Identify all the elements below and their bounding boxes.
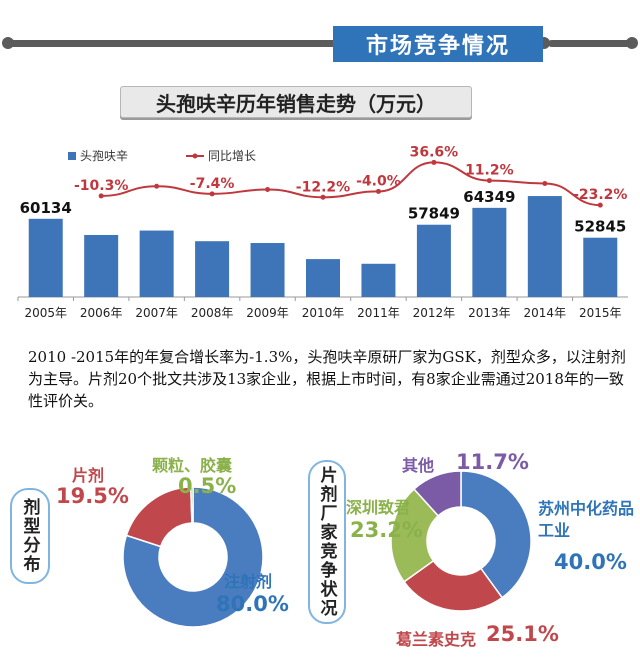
growth-point	[597, 202, 603, 208]
pie2-pct-gsk: 25.1%	[486, 622, 559, 646]
growth-point	[542, 181, 548, 186]
bar	[306, 259, 340, 297]
pie1-label-tablet: 片剂	[72, 466, 105, 485]
donut-slice	[412, 470, 462, 517]
manufacturer-donut	[390, 470, 532, 612]
sales-trend-chart: 头孢呋辛 同比增长 2005年 60134 2006年 2007年 2008年 2009年 20…	[17, 144, 628, 320]
pie2-pct-other: 11.7%	[456, 450, 529, 474]
growth-point	[265, 187, 271, 192]
donut-slice	[190, 486, 194, 524]
growth-data-label: -12.2%	[296, 179, 350, 195]
bar-data-label: 64349	[463, 188, 515, 206]
bar	[416, 224, 451, 297]
pie2-label-shenzhen: 深圳致君	[346, 498, 411, 517]
growth-data-label: 11.2%	[465, 163, 514, 179]
bar-data-label: 57849	[408, 205, 460, 223]
dosage-form-donut	[122, 486, 264, 628]
legend-bar-label: 头孢呋辛	[80, 149, 128, 163]
x-tick-label: 2012年	[413, 306, 456, 320]
growth-point	[154, 183, 160, 189]
bar-data-label: 52845	[574, 218, 626, 236]
growth-point	[209, 191, 215, 197]
growth-point	[98, 193, 104, 199]
pie2-label-gsk: 葛兰素史克	[396, 630, 477, 649]
x-tick-label: 2007年	[135, 306, 178, 320]
growth-data-label: -23.2%	[573, 187, 627, 203]
x-tick-label: 2008年	[191, 306, 234, 320]
legend-line-label: 同比增长	[208, 149, 256, 163]
donut-slice	[122, 486, 264, 628]
pie2-pct-suzhou: 40.0%	[554, 550, 627, 574]
pie2-label-other: 其他	[402, 456, 435, 475]
header-rule-left	[6, 40, 336, 47]
x-tick-label: 2011年	[357, 306, 400, 320]
bar	[472, 207, 507, 297]
bar	[583, 237, 618, 297]
growth-data-label: 36.6%	[410, 144, 459, 160]
x-tick-label: 2006年	[80, 306, 123, 320]
header-rule-dot-left	[2, 37, 14, 49]
pie2-side-label: 片剂厂家竞争状况	[308, 460, 346, 624]
growth-point	[431, 159, 437, 165]
x-tick-label: 2014年	[524, 306, 567, 320]
x-tick-label: 2009年	[246, 306, 289, 320]
description-text: 2010 -2015年的年复合增长率为-1.3%，头孢呋辛原研厂家为GSK，剂型…	[28, 348, 626, 410]
chart-title: 头孢呋辛历年销售走势（万元）	[120, 86, 472, 118]
section-title: 市场竞争情况	[333, 26, 543, 62]
growth-point	[375, 188, 381, 194]
x-tick-label: 2010年	[302, 306, 345, 320]
bar	[139, 230, 174, 297]
pie1-side-label: 剂型分布	[10, 488, 50, 584]
growth-data-label: -10.3%	[74, 178, 128, 194]
growth-point	[320, 194, 326, 200]
pie1-label-injection: 注射剂	[224, 572, 273, 591]
bar-data-label: 60134	[20, 199, 72, 217]
pie2-label-suzhou: 苏州中化药品工业	[538, 499, 635, 540]
pie1-pct-granule: 0.5%	[178, 474, 237, 498]
x-tick-label: 2015年	[579, 306, 622, 320]
legend-line-marker	[192, 153, 198, 159]
pie1-pct-tablet: 19.5%	[56, 484, 129, 508]
pie2-pct-shenzhen: 23.2%	[350, 518, 423, 542]
growth-data-label: -4.0%	[356, 173, 401, 189]
donut-slice	[460, 470, 532, 599]
legend-bar-swatch	[68, 152, 76, 160]
header-rule-dot-right2	[626, 37, 638, 49]
bar	[361, 263, 396, 297]
growth-data-label: -7.4%	[190, 176, 235, 192]
bar	[84, 234, 119, 297]
header-rule-right	[548, 40, 634, 47]
bar	[527, 196, 562, 297]
x-tick-label: 2013年	[468, 306, 511, 320]
x-tick-label: 2005年	[24, 306, 67, 320]
pie1-label-granule: 颗粒、胶囊	[152, 456, 233, 475]
bar	[250, 243, 285, 297]
pie1-pct-injection: 80.0%	[216, 592, 289, 616]
bar	[28, 218, 63, 297]
bar	[195, 241, 230, 297]
growth-line	[101, 161, 601, 207]
growth-point	[486, 178, 492, 184]
